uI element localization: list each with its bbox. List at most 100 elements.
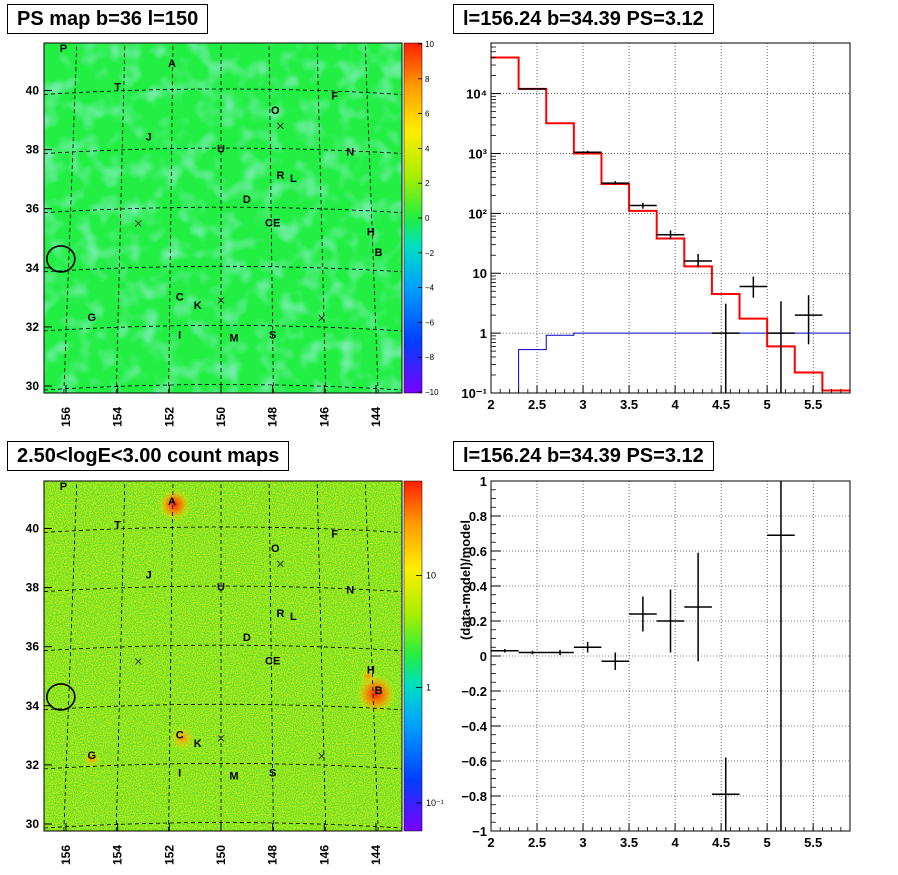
longitude-gridline	[168, 480, 174, 832]
x-tick-label: 2.5	[528, 835, 546, 850]
source-cross-marker	[217, 296, 225, 304]
y-tick-label: 38	[26, 143, 40, 157]
longitude-gridline	[316, 42, 327, 394]
colorbar-tick-label: 2	[425, 179, 430, 188]
source-label: H	[367, 664, 375, 676]
y-tick-label: 34	[26, 699, 40, 713]
source-label: I	[178, 330, 181, 342]
residual-axes: 2 2.5 3 3.5 4 4.5 5 5.5 −1 −0.8 −0.6 −0.4 −0.2 0 0.2 0.…	[461, 474, 851, 850]
x-tick-label: 2	[487, 835, 494, 850]
y-tick-label: 10	[473, 266, 487, 281]
y-tick-label: 34	[26, 261, 40, 275]
spectrum-axes: 2 2.5 3 3.5 4 4.5 5 5.5 10⁻¹ 1 10 10² 10³ 10⁴	[461, 42, 851, 412]
source-label: M	[229, 333, 238, 345]
x-tick-label: 156	[59, 845, 73, 865]
colorbar-tick-label: −6	[425, 318, 435, 327]
latitude-gridline	[43, 88, 403, 95]
source-label: A	[168, 58, 176, 70]
y-tick-label: 0.8	[469, 509, 487, 524]
source-cross-marker	[134, 658, 142, 665]
colorbar-tick-label: 1	[426, 683, 431, 693]
target-circle	[46, 245, 76, 273]
bright-source-spot	[158, 488, 191, 521]
residual-gridlines	[490, 480, 850, 832]
y-tick-label: 32	[26, 758, 40, 772]
count-map-axes: 156 154 152 150 148 146 144 30 32 34 36 38 40	[26, 521, 383, 865]
x-tick-label: 150	[214, 845, 228, 865]
colorbar-tick-label: −4	[425, 284, 435, 293]
longitude-gridline	[63, 480, 78, 832]
x-tick-label: 3	[579, 835, 586, 850]
y-tick-label: 1	[480, 326, 487, 341]
latitude-gridline	[43, 384, 403, 391]
longitude-gridline	[364, 42, 379, 394]
source-label: M	[229, 771, 238, 783]
spectrum-frame	[490, 42, 851, 394]
x-tick-label: 3	[579, 397, 586, 412]
source-label: J	[146, 132, 152, 144]
longitude-gridline	[268, 480, 274, 832]
source-label: T	[114, 81, 121, 93]
source-cross-marker	[134, 220, 142, 227]
x-tick-label: 150	[214, 407, 228, 427]
y-tick-label: 10³	[468, 146, 487, 161]
spectrum-plot	[491, 56, 850, 394]
source-label: G	[88, 750, 97, 762]
spectrum-gridlines	[490, 43, 850, 394]
y-tick-label: 36	[26, 202, 40, 216]
x-tick-label: 2.5	[528, 397, 546, 412]
y-tick-label: −0.4	[461, 719, 487, 734]
total-model-histogram	[491, 56, 850, 392]
x-tick-label: 5	[764, 397, 771, 412]
source-label: S	[269, 768, 276, 780]
y-tick-label: −0.6	[461, 754, 487, 769]
y-tick-label: 10²	[468, 206, 487, 221]
x-tick-label: 148	[266, 407, 280, 427]
residual-y-axis-label: (data-model)/model	[458, 520, 473, 640]
residual-frame	[490, 480, 851, 832]
latitude-gridline	[43, 585, 403, 592]
latitude-gridline	[43, 265, 403, 273]
longitude-gridline	[268, 42, 274, 394]
count-map-hotspots	[83, 488, 396, 767]
colorbar-tick-label: −2	[425, 249, 435, 258]
source-label: K	[194, 300, 202, 312]
latitude-gridline	[43, 822, 403, 829]
source-cross-marker	[217, 734, 225, 742]
ps-map-coordinate-grid	[43, 42, 403, 394]
colorbar-tick-label: −8	[425, 353, 435, 362]
latitude-gridline	[43, 644, 403, 652]
target-circle	[46, 683, 76, 711]
y-tick-label: 0.6	[469, 544, 487, 559]
x-tick-label: 5.5	[804, 835, 822, 850]
residual-plot	[491, 481, 795, 831]
y-tick-label: 1	[480, 474, 487, 489]
source-cross-marker	[318, 314, 326, 322]
source-label: K	[194, 738, 202, 750]
source-label: G	[88, 312, 97, 324]
source-label: B	[375, 685, 383, 697]
source-label: N	[346, 584, 354, 596]
source-label: B	[375, 247, 383, 259]
ps-map-source-labels: P A T F O J U N R L D CE HB CK G I M S	[60, 43, 383, 345]
ps-map-colorbar-ticks: 10 8 6 4 2 0 −2 −4 −6 −8 −10	[418, 40, 439, 397]
x-tick-label: 152	[162, 407, 176, 427]
spectrum-panel: 2 2.5 3 3.5 4 4.5 5 5.5 10⁻¹ 1 10 10² 10³ 10⁴	[461, 42, 851, 412]
source-label: R	[276, 608, 284, 620]
bright-source-spot	[83, 750, 100, 767]
residual-title: l=156.24 b=34.39 PS=3.12	[453, 441, 714, 471]
source-label: C	[176, 291, 184, 303]
source-label: L	[290, 611, 297, 623]
longitude-gridline	[115, 480, 126, 832]
x-tick-label: 3.5	[620, 835, 638, 850]
colorbar-tick-label: 8	[425, 75, 430, 84]
ps-map-colorbar	[404, 43, 422, 393]
y-tick-label: −0.2	[461, 684, 487, 699]
x-tick-label: 3.5	[620, 397, 638, 412]
count-map-title: 2.50<logE<3.00 count maps	[7, 441, 290, 471]
x-tick-label: 144	[369, 407, 383, 427]
y-tick-label: 30	[26, 379, 40, 393]
latitude-gridline	[43, 703, 403, 711]
